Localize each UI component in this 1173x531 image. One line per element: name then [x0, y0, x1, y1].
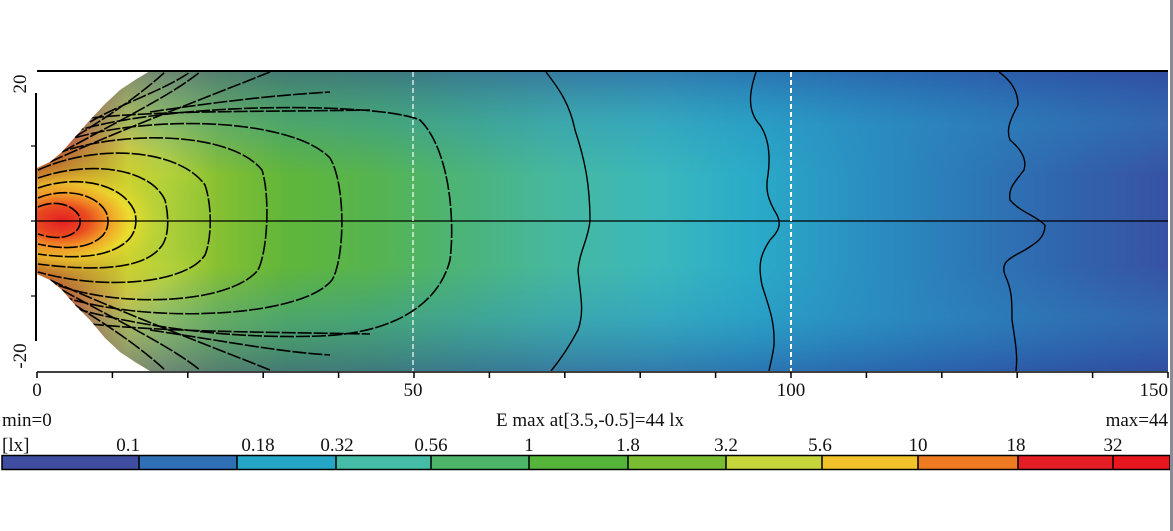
colorbar-label: 5.6 — [808, 435, 832, 456]
colorbar-segment — [1018, 456, 1113, 469]
colorbar-segment — [336, 456, 431, 469]
window-edge — [1170, 0, 1173, 531]
colorbar-segment — [822, 456, 918, 469]
colorbar-segment — [726, 456, 822, 469]
colorbar-segment — [628, 456, 726, 469]
colorbar-label: 0.18 — [241, 435, 274, 456]
y-tick-label-top: 20 — [10, 75, 31, 94]
x-ticks — [36, 372, 1169, 378]
colorbar-label: 0.32 — [320, 435, 353, 456]
colorbar-segment — [237, 456, 336, 469]
colorbar-labels: [lx] 0.1 0.18 0.32 0.56 1 1.8 3.2 5.6 10… — [2, 435, 1123, 456]
colorbar-label: 10 — [909, 435, 928, 456]
colorbar-label: 1.8 — [616, 435, 640, 456]
axes — [31, 70, 1168, 373]
colorbar-segment — [1113, 456, 1170, 469]
colorbar-label: 1 — [524, 435, 534, 456]
colorbar-label: 3.2 — [714, 435, 738, 456]
reference-lines — [412, 72, 792, 371]
colorbar-segment — [529, 456, 628, 469]
x-tick-label-0: 0 — [32, 380, 42, 401]
colorbar-label: 32 — [1104, 435, 1123, 456]
colorbar-unit-label: [lx] — [2, 435, 29, 456]
y-tick-label-bottom: -20 — [10, 343, 31, 368]
x-tick-label-100: 100 — [777, 380, 806, 401]
colorbar-segment — [2, 456, 139, 469]
far-contours — [545, 71, 1046, 371]
colorbar-segment — [918, 456, 1018, 469]
chart-title: E max at[3.5,-0.5]=44 lx — [496, 410, 685, 431]
colorbar-label: 0.56 — [414, 435, 447, 456]
colorbar-segment — [139, 456, 237, 469]
colorbar-label: 0.1 — [116, 435, 140, 456]
min-label: min=0 — [2, 410, 52, 431]
tick-labels: 0 50 100 150 20 -20 — [10, 75, 1168, 402]
x-tick-label-150: 150 — [1140, 380, 1169, 401]
colorbar — [1, 454, 1171, 471]
x-tick-label-50: 50 — [404, 380, 423, 401]
max-label: max=44 — [1106, 410, 1169, 431]
colorbar-label: 18 — [1007, 435, 1026, 456]
colorbar-segment — [431, 456, 529, 469]
